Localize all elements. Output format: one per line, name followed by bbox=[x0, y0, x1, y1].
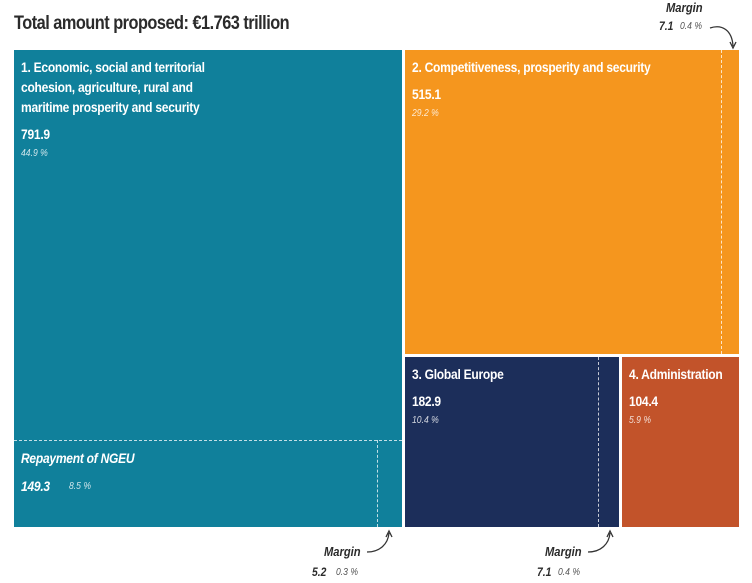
margin-arrow-icon bbox=[366, 529, 393, 553]
margin-annotation-percent: 0.4 % bbox=[558, 567, 580, 578]
margin-annotation-percent: 0.4 % bbox=[680, 21, 702, 32]
block-value: 182.9 bbox=[412, 393, 441, 409]
margin-divider bbox=[598, 357, 599, 527]
margin-annotation-percent: 0.3 % bbox=[336, 567, 358, 578]
block-value: 515.1 bbox=[412, 86, 441, 102]
block-percent: 44.9 % bbox=[21, 148, 48, 159]
block-value: 104.4 bbox=[629, 393, 658, 409]
treemap-block-global-europe: 3. Global Europe 182.9 10.4 % bbox=[405, 357, 619, 527]
margin-annotation-label: Margin bbox=[324, 544, 361, 559]
chart-title: Total amount proposed: €1.763 trillion bbox=[14, 13, 290, 34]
block-label: 4. Administration bbox=[629, 366, 723, 382]
margin-annotation-value: 5.2 bbox=[312, 565, 327, 579]
block-label-line: cohesion, agriculture, rural and bbox=[21, 79, 193, 95]
margin-arrow-icon bbox=[709, 26, 737, 50]
margin-annotation-label: Margin bbox=[666, 0, 703, 15]
block-label-line: maritime prosperity and security bbox=[21, 99, 200, 115]
block-percent: 10.4 % bbox=[412, 415, 439, 426]
treemap-block-competitiveness: 2. Competitiveness, prosperity and secur… bbox=[405, 50, 739, 354]
ngeu-label: Repayment of NGEU bbox=[21, 450, 135, 466]
block-label: 3. Global Europe bbox=[412, 366, 504, 382]
block-percent: 29.2 % bbox=[412, 108, 439, 119]
ngeu-percent: 8.5 % bbox=[69, 481, 91, 492]
margin-annotation-value: 7.1 bbox=[659, 19, 674, 33]
ngeu-divider bbox=[14, 440, 402, 441]
margin-annotation-label: Margin bbox=[545, 544, 582, 559]
margin-divider bbox=[377, 440, 378, 527]
block-percent: 5.9 % bbox=[629, 415, 651, 426]
margin-annotation-value: 7.1 bbox=[537, 565, 552, 579]
block-label: 2. Competitiveness, prosperity and secur… bbox=[412, 59, 651, 75]
margin-divider bbox=[721, 50, 722, 354]
treemap-block-cohesion: 1. Economic, social and territorial cohe… bbox=[14, 50, 402, 527]
block-value: 791.9 bbox=[21, 126, 50, 142]
ngeu-value: 149.3 bbox=[21, 478, 50, 494]
block-label-line: 1. Economic, social and territorial bbox=[21, 59, 205, 75]
margin-arrow-icon bbox=[587, 529, 614, 553]
treemap-block-administration: 4. Administration 104.4 5.9 % bbox=[622, 357, 739, 527]
